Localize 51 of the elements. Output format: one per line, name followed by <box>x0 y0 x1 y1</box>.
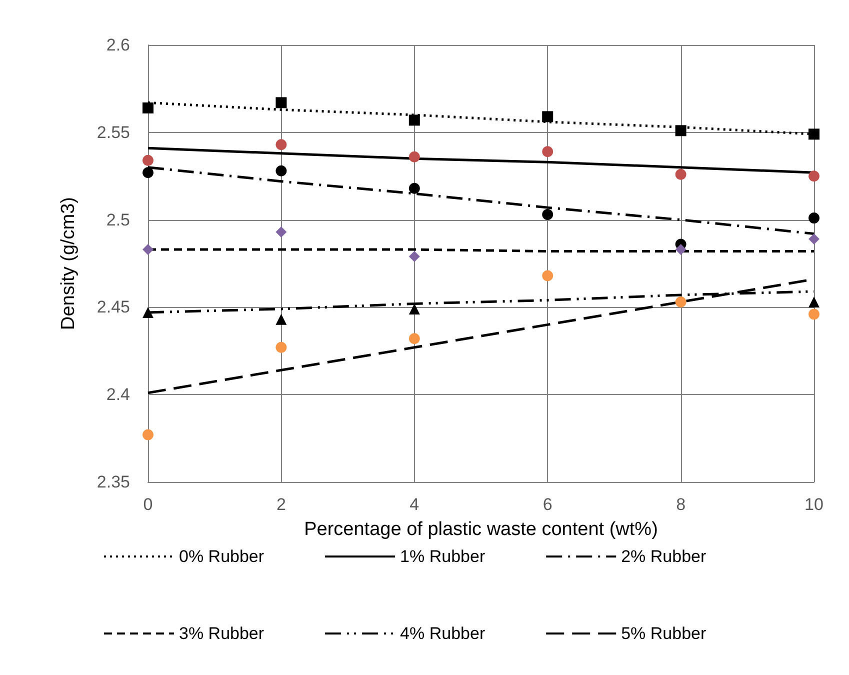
point <box>276 314 287 325</box>
point <box>675 125 686 136</box>
legend-label: 1% Rubber <box>400 547 486 566</box>
x-tick-label: 2 <box>276 495 286 514</box>
point <box>142 244 154 256</box>
point <box>142 102 154 114</box>
x-tick-label: 6 <box>542 495 552 514</box>
x-tick-label: 8 <box>676 495 686 514</box>
point <box>276 97 287 108</box>
y-tick-label: 2.45 <box>96 298 130 317</box>
point <box>542 146 554 158</box>
point <box>808 308 820 320</box>
point <box>542 270 554 282</box>
y-axis-title: Density (g/cm3) <box>58 196 79 330</box>
x-tick-label: 10 <box>804 495 824 514</box>
y-tick-label: 2.6 <box>106 36 130 54</box>
point <box>675 168 686 180</box>
point <box>408 151 420 162</box>
y-tick-label: 2.55 <box>96 122 130 142</box>
x-tick-label: 4 <box>410 495 420 514</box>
point <box>142 306 154 318</box>
point <box>276 342 287 353</box>
point <box>408 251 420 262</box>
point <box>808 128 820 140</box>
point <box>808 296 820 308</box>
y-tick-label: 2.4 <box>106 385 130 404</box>
point <box>276 226 287 238</box>
point <box>675 244 686 256</box>
legend-label: 5% Rubber <box>621 624 706 643</box>
legend-label: 3% Rubber <box>179 624 264 643</box>
point <box>276 139 287 150</box>
point <box>675 296 686 308</box>
point <box>276 165 287 176</box>
point <box>808 170 820 182</box>
point <box>542 209 554 220</box>
point <box>408 333 420 344</box>
point <box>142 429 154 440</box>
point <box>408 114 420 126</box>
point <box>142 154 154 166</box>
point <box>808 234 820 245</box>
point <box>408 182 420 194</box>
point <box>142 167 154 178</box>
point <box>542 111 554 122</box>
legend-label: 0% Rubber <box>179 547 264 566</box>
x-axis-title: Percentage of plastic waste content (wt%) <box>304 519 658 540</box>
legend-label: 4% Rubber <box>400 624 486 643</box>
y-tick-label: 2.35 <box>96 472 130 492</box>
legend-label: 2% Rubber <box>621 547 706 566</box>
x-tick-label: 0 <box>143 495 153 514</box>
y-tick-label: 2.5 <box>106 210 130 230</box>
point <box>808 212 820 224</box>
